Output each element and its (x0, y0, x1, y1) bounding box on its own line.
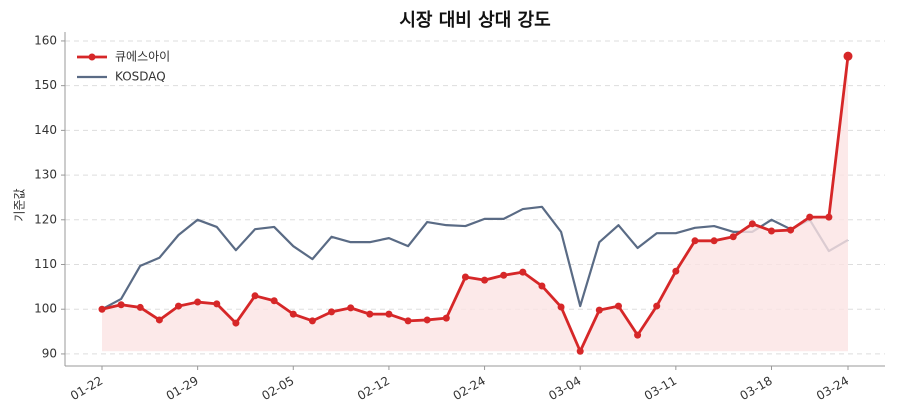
point (538, 282, 546, 290)
y-tick-label: 110 (34, 257, 57, 271)
line (101, 55, 850, 353)
point (385, 310, 393, 318)
point (843, 51, 853, 61)
point (98, 305, 106, 313)
point (767, 227, 775, 235)
point (213, 300, 221, 308)
point (423, 316, 431, 324)
y-tick-label: 160 (34, 33, 57, 47)
point (328, 308, 336, 316)
point (404, 317, 412, 325)
x-tick-label: 03-11 (642, 374, 679, 404)
y-tick-label: 120 (34, 212, 57, 226)
point (519, 268, 527, 276)
x-tick-label: 01-29 (164, 374, 201, 404)
point (117, 301, 125, 309)
y-axis-label: 기준값 (13, 188, 27, 221)
point (691, 237, 699, 245)
point (175, 302, 183, 310)
y-tick-label: 90 (42, 346, 57, 360)
x-tick-label: 02-05 (259, 374, 296, 404)
x-tick-label: 03-04 (546, 374, 583, 404)
point (806, 213, 814, 221)
point (270, 297, 278, 305)
y-tick-label: 150 (34, 78, 57, 92)
y-tick-label: 140 (34, 123, 57, 137)
point (289, 310, 297, 318)
point (653, 302, 661, 310)
x-tick-label: 02-12 (355, 374, 392, 404)
point (347, 304, 355, 312)
chart-title: 시장 대비 상대 강도 (399, 10, 550, 31)
y-tick-label: 130 (34, 168, 57, 182)
legend-label: 큐에스아이 (115, 50, 170, 64)
point (748, 220, 756, 228)
x-tick-label: 01-22 (68, 374, 105, 404)
x-tick-label: 03-24 (814, 374, 851, 404)
y-tick-label: 100 (34, 302, 57, 316)
point (308, 317, 316, 325)
x-tick-label: 02-24 (451, 374, 488, 404)
point (481, 276, 489, 284)
legend-marker (88, 53, 96, 61)
point (787, 226, 795, 234)
point (194, 298, 202, 306)
line (101, 205, 849, 311)
point (595, 306, 603, 314)
point (232, 319, 240, 327)
point (614, 302, 622, 310)
x-tick-label: 03-18 (738, 374, 775, 404)
area (102, 56, 848, 352)
point (155, 316, 163, 324)
point (366, 310, 374, 318)
point (710, 237, 718, 245)
point (251, 292, 259, 300)
point (461, 273, 469, 281)
point (634, 331, 642, 339)
point (576, 347, 584, 355)
legend-label: KOSDAQ (115, 70, 166, 84)
point (442, 314, 450, 322)
point (557, 303, 565, 311)
point (729, 233, 737, 241)
point (500, 271, 508, 279)
point (136, 303, 144, 311)
point (825, 213, 833, 221)
point (672, 267, 680, 275)
